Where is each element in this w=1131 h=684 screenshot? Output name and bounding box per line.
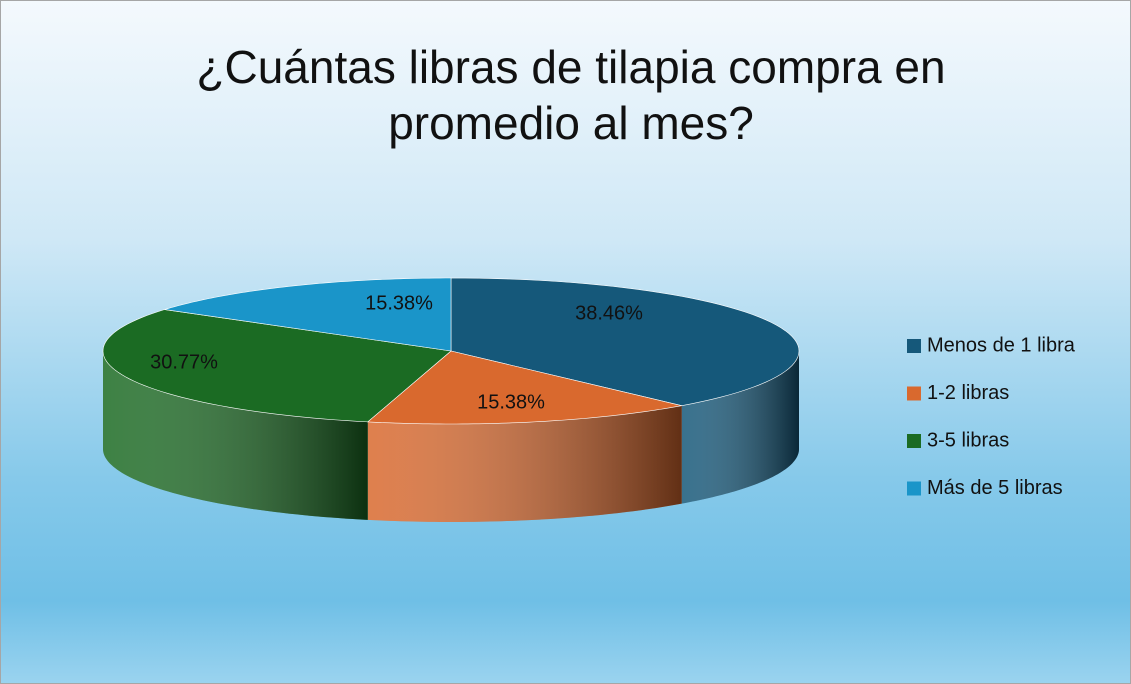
legend-swatch xyxy=(907,339,921,353)
data-label: 15.38% xyxy=(477,391,545,413)
slice xyxy=(450,277,800,406)
legend-label: 3-5 libras xyxy=(927,429,1009,451)
slice-side-shade xyxy=(103,351,368,520)
data-label: 38.46% xyxy=(575,302,643,324)
data-label: 30.77% xyxy=(150,351,218,373)
slice xyxy=(366,350,682,425)
legend-label: Más de 5 libras xyxy=(927,477,1063,499)
data-label: 15.38% xyxy=(365,292,433,314)
slice-side-shade xyxy=(367,405,682,522)
slice-side-shade xyxy=(681,351,799,504)
slice xyxy=(164,277,452,352)
legend-label: Menos de 1 libra xyxy=(927,334,1076,356)
legend-swatch xyxy=(907,386,921,401)
legend-swatch xyxy=(907,434,921,448)
slice xyxy=(102,309,452,423)
legend-swatch xyxy=(907,481,921,496)
chart-title: ¿Cuántas libras de tilapia compra en pro… xyxy=(196,41,946,149)
legend-label: 1-2 libras xyxy=(927,382,1009,404)
